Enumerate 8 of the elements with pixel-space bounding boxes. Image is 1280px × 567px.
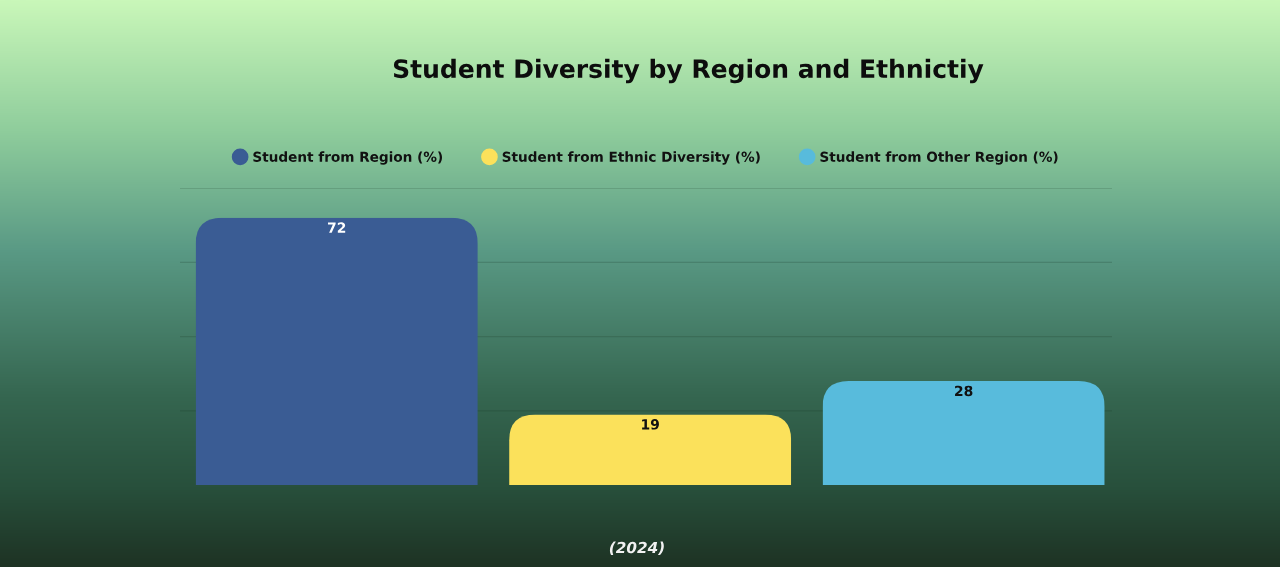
x-axis-title: (2024) (609, 541, 664, 556)
data-label: 28 (955, 385, 973, 397)
legend-label: Student from Other Region (%) (820, 151, 1058, 165)
data-label: 72 (327, 222, 346, 233)
legend-label: Student from Region (%) (253, 151, 442, 165)
data-label: 19 (642, 419, 659, 430)
legend-label: Student from Ethnic Diversity (%) (502, 151, 760, 165)
chart-title: Student Diversity by Region and Ethnictiy (393, 58, 984, 84)
